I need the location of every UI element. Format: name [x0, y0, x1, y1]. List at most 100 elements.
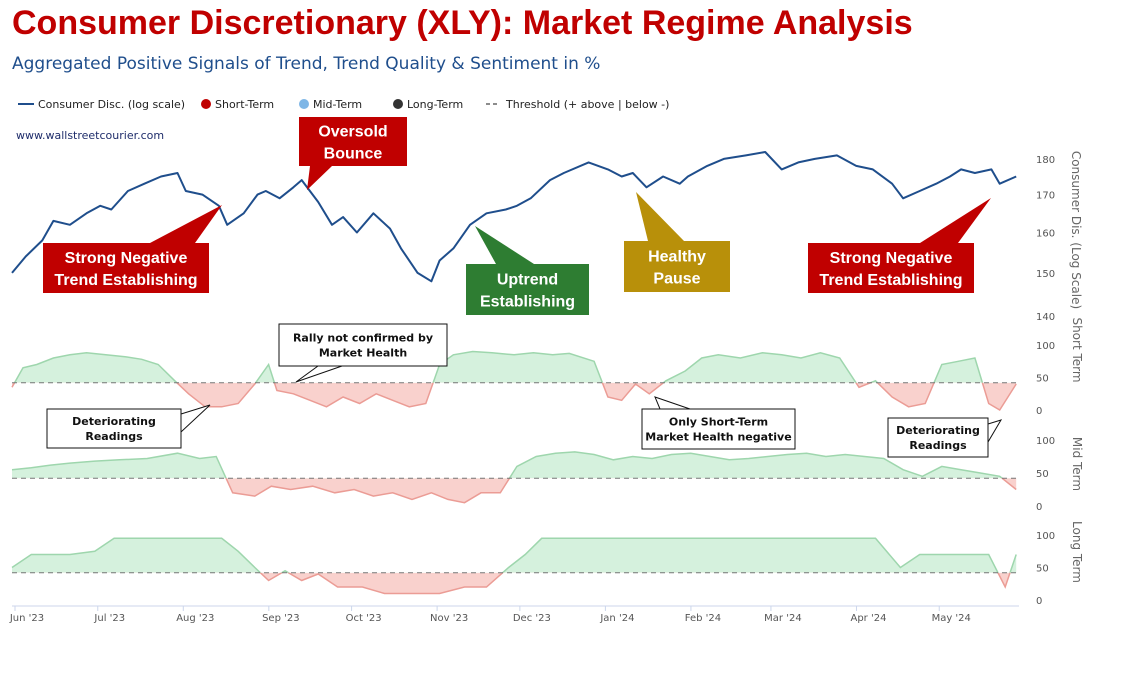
legend-label: Long-Term [407, 98, 463, 111]
legend-label: Mid-Term [313, 98, 362, 111]
callout-pointer [295, 365, 343, 383]
negative-area [12, 478, 1017, 503]
positive-area [12, 451, 1003, 479]
price-tick-label: 180 [1036, 155, 1055, 166]
x-tick-label: Jun '23 [9, 613, 44, 624]
x-tick-label: Sep '23 [262, 613, 300, 624]
annotation-text: Trend Establishing [819, 272, 962, 289]
panel-tick-label: 100 [1036, 436, 1055, 447]
callout-deteriorating-1: Deteriorating Readings [46, 404, 211, 449]
callout-text: Deteriorating [896, 424, 980, 437]
callout-pointer [180, 404, 211, 434]
annotation-box [43, 243, 209, 293]
callout-deteriorating-2: Deteriorating Readings [887, 417, 1003, 458]
panel-long-term: 0 50 100 Long Term [11, 521, 1084, 607]
chart-title: Consumer Discretionary (XLY): Market Reg… [12, 4, 913, 42]
annotation-box [808, 243, 974, 293]
callout-text: Only Short-Term [669, 416, 768, 429]
signal-panels: 0 50 100 Short Term 0 50 100 Mid Term 0 50 100 Long… [11, 317, 1084, 607]
panel-axis-label: Short Term [1070, 317, 1084, 382]
annotation-text: Uptrend [497, 272, 558, 289]
callout-text: Rally not confirmed by [293, 332, 433, 345]
x-tick-label: Feb '24 [685, 613, 721, 624]
x-tick-label: Jan '24 [599, 613, 634, 624]
price-tick-label: 140 [1036, 312, 1055, 323]
callout-box [887, 417, 989, 458]
panel-short-term: 0 50 100 Short Term [11, 317, 1084, 417]
callout-text: Market Health [319, 347, 407, 360]
x-tick-label: Oct '23 [346, 613, 382, 624]
panel-tick-label: 50 [1036, 469, 1049, 480]
x-tick-label: Dec '23 [513, 613, 551, 624]
callout-box [46, 408, 182, 449]
annotation-strong-negative-2: Strong Negative Trend Establishing [808, 198, 991, 293]
chart-subtitle: Aggregated Positive Signals of Trend, Tr… [12, 54, 601, 74]
annotation-box [299, 117, 407, 166]
callout-box [641, 408, 796, 450]
panel-axis-label: Mid Term [1070, 437, 1084, 491]
annotation-strong-negative-1: Strong Negative Trend Establishing [43, 205, 222, 293]
panel-tick-label: 100 [1036, 341, 1055, 352]
callout-text: Readings [909, 439, 967, 452]
legend-label: Threshold (+ above | below -) [505, 98, 669, 111]
price-axis: 140 150 160 170 180 Consumer Dis. (Log Scale) [1036, 151, 1083, 323]
signal-line-positive [13, 350, 984, 383]
annotation-text: Trend Establishing [54, 272, 197, 289]
legend-swatch [393, 99, 403, 109]
legend-label: Consumer Disc. (log scale) [38, 98, 185, 111]
x-tick-label: Jul '23 [93, 613, 125, 624]
callout-only-short-term: Only Short-Term Market Health negative [641, 396, 796, 450]
annotation-healthy-pause: Healthy Pause [624, 192, 730, 292]
callout-text: Deteriorating [72, 415, 156, 428]
price-series [11, 151, 1017, 283]
watermark: www.wallstreetcourier.com [16, 129, 164, 142]
annotation-text: Bounce [324, 146, 383, 163]
x-tick-label: Apr '24 [850, 613, 886, 624]
annotation-text: Establishing [480, 294, 575, 311]
annotation-text: Pause [653, 271, 700, 288]
callout-text: Market Health negative [645, 431, 791, 444]
callout-box [278, 323, 448, 367]
panel-mid-term: 0 50 100 Mid Term [11, 436, 1084, 513]
signal-line-positive [11, 451, 1004, 479]
signal-line-positive [11, 537, 1017, 573]
legend-swatch [201, 99, 211, 109]
annotation-text: Strong Negative [65, 250, 188, 267]
panel-axis-label: Long Term [1070, 521, 1084, 583]
annotation-pointer [307, 166, 332, 190]
signal-line-negative [11, 382, 1017, 412]
annotation-box [466, 264, 589, 315]
price-line [11, 151, 1017, 283]
callout-rally-not-confirmed: Rally not confirmed by Market Health [278, 323, 448, 383]
panel-tick-label: 100 [1036, 531, 1055, 542]
panel-tick-label: 50 [1036, 564, 1049, 575]
x-tick-label: Aug '23 [176, 613, 214, 624]
x-tick-label: May '24 [932, 613, 971, 624]
panel-tick-label: 0 [1036, 406, 1042, 417]
price-tick-label: 170 [1036, 191, 1055, 202]
annotation-oversold-bounce: Oversold Bounce [299, 117, 407, 190]
panel-tick-label: 50 [1036, 374, 1049, 385]
annotation-pointer [150, 205, 222, 243]
panel-tick-label: 0 [1036, 502, 1042, 513]
positive-area [12, 351, 1017, 383]
annotation-pointer [636, 192, 684, 241]
callout-pointer [987, 419, 1003, 444]
signal-line-negative [259, 572, 1011, 595]
x-tick-label: Mar '24 [764, 613, 802, 624]
annotations: Oversold Bounce Strong Negative Trend Estab… [43, 117, 1003, 458]
x-tick-label: Nov '23 [430, 613, 468, 624]
price-axis-label: Consumer Dis. (Log Scale) [1069, 151, 1083, 309]
callout-text: Readings [85, 430, 143, 443]
panel-tick-label: 0 [1036, 596, 1042, 607]
x-axis: Jun '23 Jul '23 Aug '23 Sep '23 Oct '23 Nov '… [9, 605, 1019, 624]
legend: Consumer Disc. (log scale) Short-Term Mid-… [18, 98, 669, 111]
annotation-pointer [475, 226, 534, 264]
annotation-text: Oversold [318, 124, 387, 141]
annotation-text: Strong Negative [830, 250, 953, 267]
annotation-uptrend: Uptrend Establishing [466, 226, 589, 315]
legend-label: Short-Term [215, 98, 274, 111]
negative-area [12, 382, 1017, 410]
callout-pointer [654, 396, 691, 410]
